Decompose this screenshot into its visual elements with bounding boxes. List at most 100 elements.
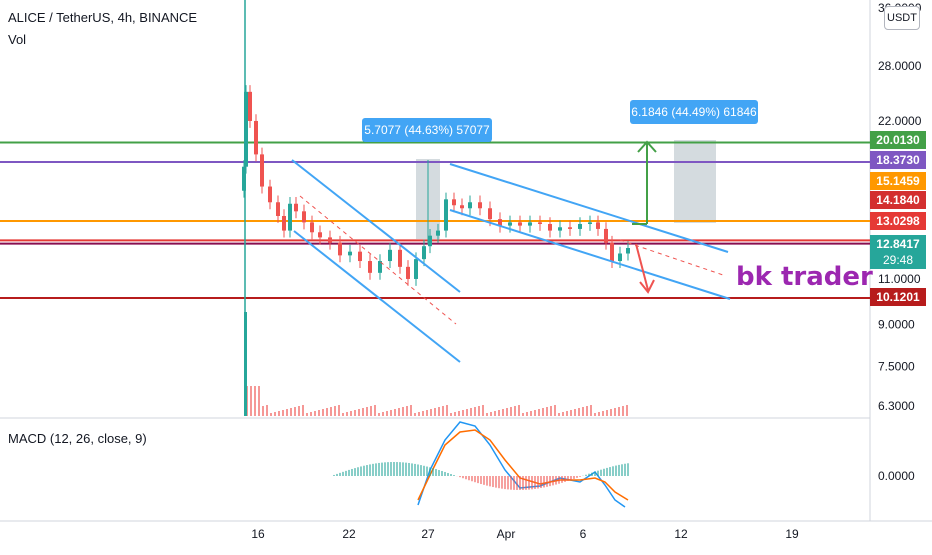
macd-histogram-bar	[627, 463, 629, 476]
volume-bar	[462, 410, 464, 416]
macd-histogram-bar	[603, 469, 605, 476]
candle-body	[276, 202, 280, 216]
volume-bar	[282, 410, 284, 416]
volume-bar	[434, 408, 436, 416]
volume-bar	[362, 408, 364, 416]
macd-histogram-bar	[588, 474, 590, 476]
candle-body	[444, 199, 448, 230]
macd-histogram-bar	[402, 462, 404, 476]
x-tick-label: 19	[785, 527, 799, 541]
macd-histogram-bar	[564, 476, 566, 482]
volume-bar	[358, 409, 360, 416]
volume-bar	[402, 407, 404, 416]
candle-body	[518, 222, 522, 225]
macd-histogram-bar	[492, 476, 494, 487]
candle-body	[260, 154, 264, 186]
volume-bar	[386, 411, 388, 416]
candle-body	[478, 202, 482, 208]
volume-bar	[294, 407, 296, 416]
macd-histogram-bar	[363, 466, 365, 476]
volume-bar	[514, 406, 516, 416]
volume-bar	[554, 405, 556, 416]
candle-body	[328, 237, 332, 242]
candle-body	[310, 222, 314, 232]
candle-body	[282, 216, 286, 231]
volume-bar	[482, 405, 484, 416]
candle-body	[414, 259, 418, 279]
macd-histogram-bar	[459, 476, 461, 477]
macd-histogram-bar	[366, 465, 368, 476]
candle-body	[558, 227, 562, 230]
price-label-text: 20.0130	[876, 133, 920, 147]
volume-bar	[458, 411, 460, 416]
volume-bar	[578, 408, 580, 416]
macd-histogram-bar	[513, 476, 515, 490]
volume-bar	[450, 413, 452, 416]
macd-histogram-bar	[423, 466, 425, 476]
macd-histogram-bar	[444, 472, 446, 476]
volume-bar	[546, 407, 548, 416]
candle-body	[406, 267, 410, 279]
volume-bar	[598, 412, 600, 416]
volume-bar	[394, 409, 396, 416]
volume-bar	[330, 407, 332, 416]
macd-histogram-bar	[372, 464, 374, 476]
macd-histogram-bar	[507, 476, 509, 489]
volume-bar	[354, 410, 356, 416]
volume-bar	[298, 406, 300, 416]
macd-histogram-bar	[354, 468, 356, 476]
macd-histogram-bar	[609, 467, 611, 476]
volume-bar	[334, 406, 336, 416]
macd-histogram-bar	[474, 476, 476, 482]
macd-histogram-bar	[462, 476, 464, 478]
volume-bar	[486, 413, 488, 416]
volume-bar	[438, 407, 440, 416]
macd-histogram-bar	[477, 476, 479, 483]
volume-bar	[258, 386, 260, 416]
volume-bar	[510, 407, 512, 416]
macd-histogram-bar	[495, 476, 497, 488]
volume-bar	[506, 408, 508, 416]
macd-histogram-bar	[585, 475, 587, 476]
volume-bar	[594, 413, 596, 416]
candle-body	[468, 202, 472, 208]
macd-histogram-bar	[360, 466, 362, 476]
volume-bar	[254, 386, 256, 416]
macd-label: MACD (12, 26, close, 9)	[8, 431, 147, 446]
watermark: bk trader	[736, 262, 873, 292]
volume-bar	[518, 405, 520, 416]
volume-bar	[542, 408, 544, 416]
volume-bar	[398, 408, 400, 416]
candle-body	[268, 187, 272, 203]
macd-histogram-bar	[504, 476, 506, 489]
candle-body	[358, 252, 362, 261]
macd-tick-label: 0.0000	[878, 469, 915, 483]
macd-histogram-bar	[384, 462, 386, 476]
x-tick-label: 16	[251, 527, 265, 541]
macd-histogram-bar	[378, 463, 380, 476]
volume-bar	[558, 413, 560, 416]
volume-bar	[522, 413, 524, 416]
macd-histogram-bar	[480, 476, 482, 484]
volume-bar	[618, 407, 620, 416]
volume-bar	[570, 410, 572, 416]
macd-histogram-bar	[420, 465, 422, 476]
volume-bar	[418, 412, 420, 416]
candle-body	[422, 246, 426, 259]
currency-button[interactable]: USDT	[884, 6, 920, 30]
candle-body	[388, 250, 392, 261]
macd-histogram-bar	[516, 476, 518, 490]
macd-histogram-bar	[432, 468, 434, 476]
candle-body	[508, 222, 512, 225]
macd-histogram-bar	[618, 465, 620, 476]
volume-bar	[338, 405, 340, 416]
macd-histogram-bar	[411, 463, 413, 476]
volume-bar	[342, 413, 344, 416]
candle-body	[254, 121, 258, 154]
candle-body	[294, 204, 298, 212]
macd-histogram-bar	[501, 476, 503, 489]
volume-bar	[318, 410, 320, 416]
volume-bar	[290, 408, 292, 416]
price-label-text: 14.1840	[876, 193, 920, 207]
